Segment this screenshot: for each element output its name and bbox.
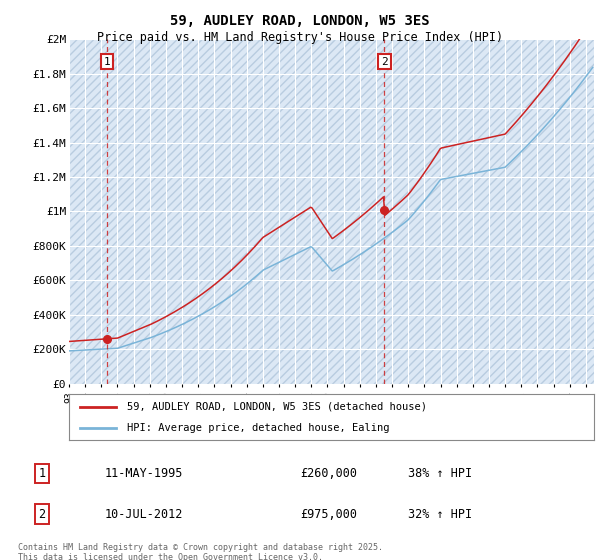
Text: 59, AUDLEY ROAD, LONDON, W5 3ES: 59, AUDLEY ROAD, LONDON, W5 3ES xyxy=(170,14,430,28)
Text: 1: 1 xyxy=(38,467,46,480)
Text: £260,000: £260,000 xyxy=(300,467,357,480)
Text: 10-JUL-2012: 10-JUL-2012 xyxy=(105,508,184,521)
Text: 59, AUDLEY ROAD, LONDON, W5 3ES (detached house): 59, AUDLEY ROAD, LONDON, W5 3ES (detache… xyxy=(127,402,427,412)
Text: Price paid vs. HM Land Registry's House Price Index (HPI): Price paid vs. HM Land Registry's House … xyxy=(97,31,503,44)
Text: Contains HM Land Registry data © Crown copyright and database right 2025.
This d: Contains HM Land Registry data © Crown c… xyxy=(18,543,383,560)
Text: £975,000: £975,000 xyxy=(300,508,357,521)
Text: 1: 1 xyxy=(104,57,110,67)
Text: 11-MAY-1995: 11-MAY-1995 xyxy=(105,467,184,480)
Text: HPI: Average price, detached house, Ealing: HPI: Average price, detached house, Eali… xyxy=(127,423,389,433)
Text: 2: 2 xyxy=(38,508,46,521)
Text: 32% ↑ HPI: 32% ↑ HPI xyxy=(408,508,472,521)
Text: 38% ↑ HPI: 38% ↑ HPI xyxy=(408,467,472,480)
Text: 2: 2 xyxy=(381,57,388,67)
